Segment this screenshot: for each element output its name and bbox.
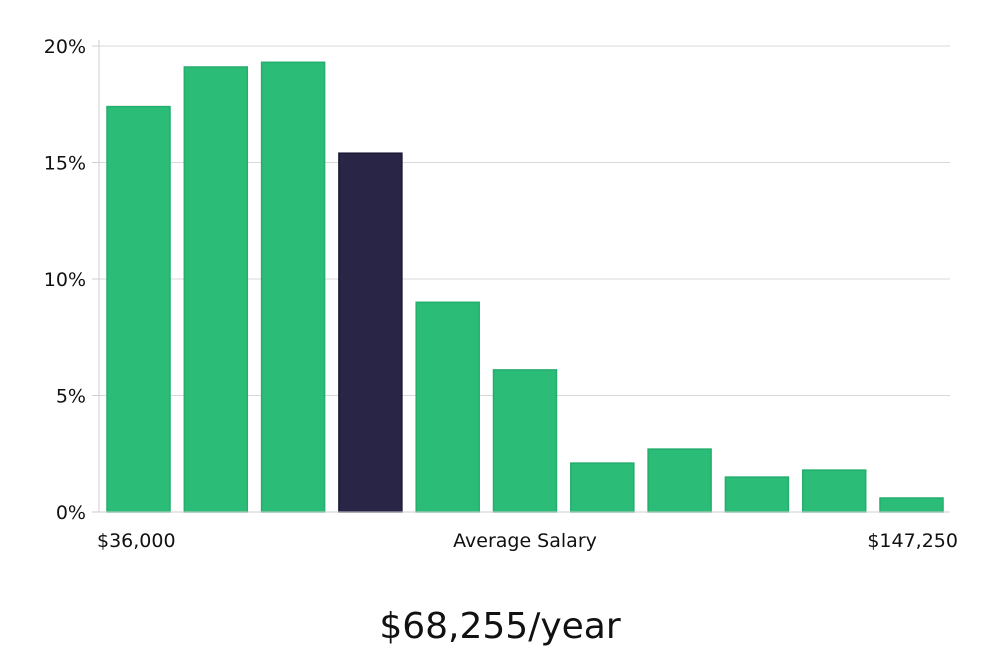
bars	[106, 61, 944, 513]
bar	[492, 369, 558, 513]
bar	[106, 105, 171, 513]
bar	[647, 448, 712, 513]
x-axis-title: Average Salary	[453, 530, 597, 552]
bar	[724, 476, 790, 513]
y-tick-label: 20%	[44, 36, 86, 58]
bar	[415, 301, 480, 513]
y-tick-label: 10%	[44, 269, 86, 291]
average-salary-value: $68,255/year	[379, 606, 621, 647]
y-tick-label: 5%	[56, 386, 86, 408]
x-axis: $36,000 Average Salary $147,250	[97, 511, 958, 552]
bar	[801, 469, 867, 513]
y-axis-ticks: 0% 5% 10% 15% 20%	[44, 36, 99, 524]
bar	[183, 66, 249, 513]
bar-highlighted	[338, 152, 403, 513]
y-tick-label: 15%	[44, 153, 86, 175]
y-tick-label: 0%	[56, 502, 86, 524]
bar	[570, 462, 635, 513]
bar	[879, 497, 944, 513]
x-max-label: $147,250	[867, 530, 958, 552]
salary-histogram: 0% 5% 10% 15% 20% $36,000 Average Salary $14…	[44, 36, 958, 552]
x-min-label: $36,000	[97, 530, 176, 552]
bar	[260, 61, 326, 513]
